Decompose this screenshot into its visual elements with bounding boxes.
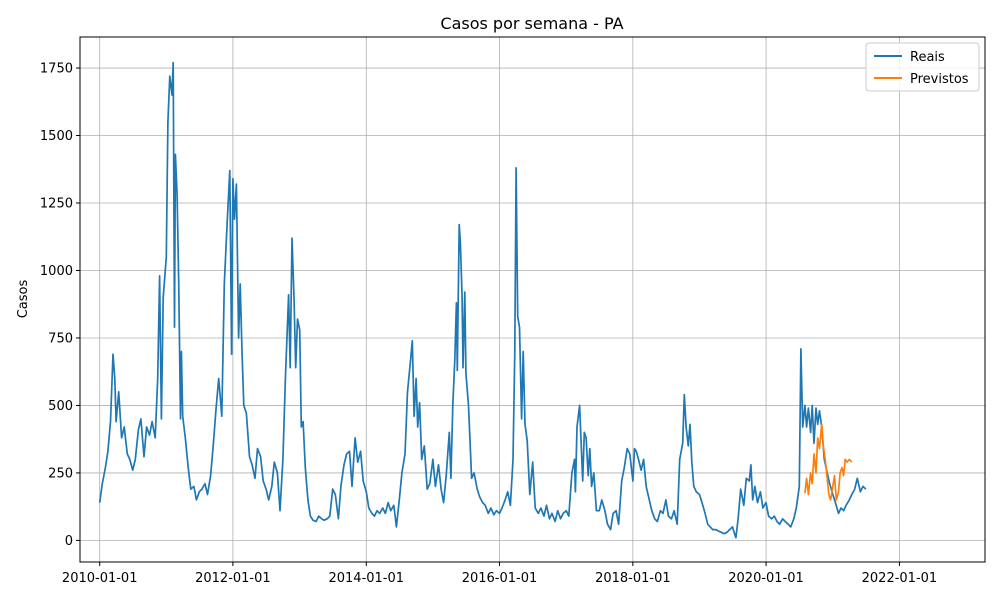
axis-ticks: 0 250 500 750 1000 1250 1500 1750 2010-01-01 2012… (40, 62, 937, 586)
legend: Reais Previstos (865, 42, 980, 92)
x-tick-label: 2022-01-01 (862, 571, 938, 586)
y-tick-label: 1750 (40, 62, 73, 77)
y-tick-label: 750 (48, 331, 73, 346)
x-tick-label: 2016-01-01 (462, 571, 538, 586)
x-tick-label: 2014-01-01 (328, 571, 404, 586)
y-tick-label: 500 (48, 399, 73, 414)
plot-frame (79, 36, 986, 563)
chart-title: Casos por semana - PA (440, 14, 623, 33)
y-tick-label: 1500 (40, 129, 73, 144)
y-axis-label: Casos (16, 280, 31, 319)
series-line-previstos (804, 423, 853, 501)
y-tick-label: 1000 (40, 264, 73, 279)
series-line-reais (98, 61, 867, 539)
x-tick-label: 2020-01-01 (728, 571, 804, 586)
series-layer (98, 61, 867, 539)
y-tick-label: 250 (48, 466, 73, 481)
x-tick-label: 2010-01-01 (62, 571, 138, 586)
x-tick-label: 2018-01-01 (595, 571, 671, 586)
y-tick-label: 1250 (40, 197, 73, 212)
x-tick-label: 2012-01-01 (195, 571, 271, 586)
legend-label-previstos: Previstos (910, 72, 969, 87)
legend-label-reais: Reais (910, 50, 945, 65)
y-tick-label: 0 (65, 534, 73, 549)
